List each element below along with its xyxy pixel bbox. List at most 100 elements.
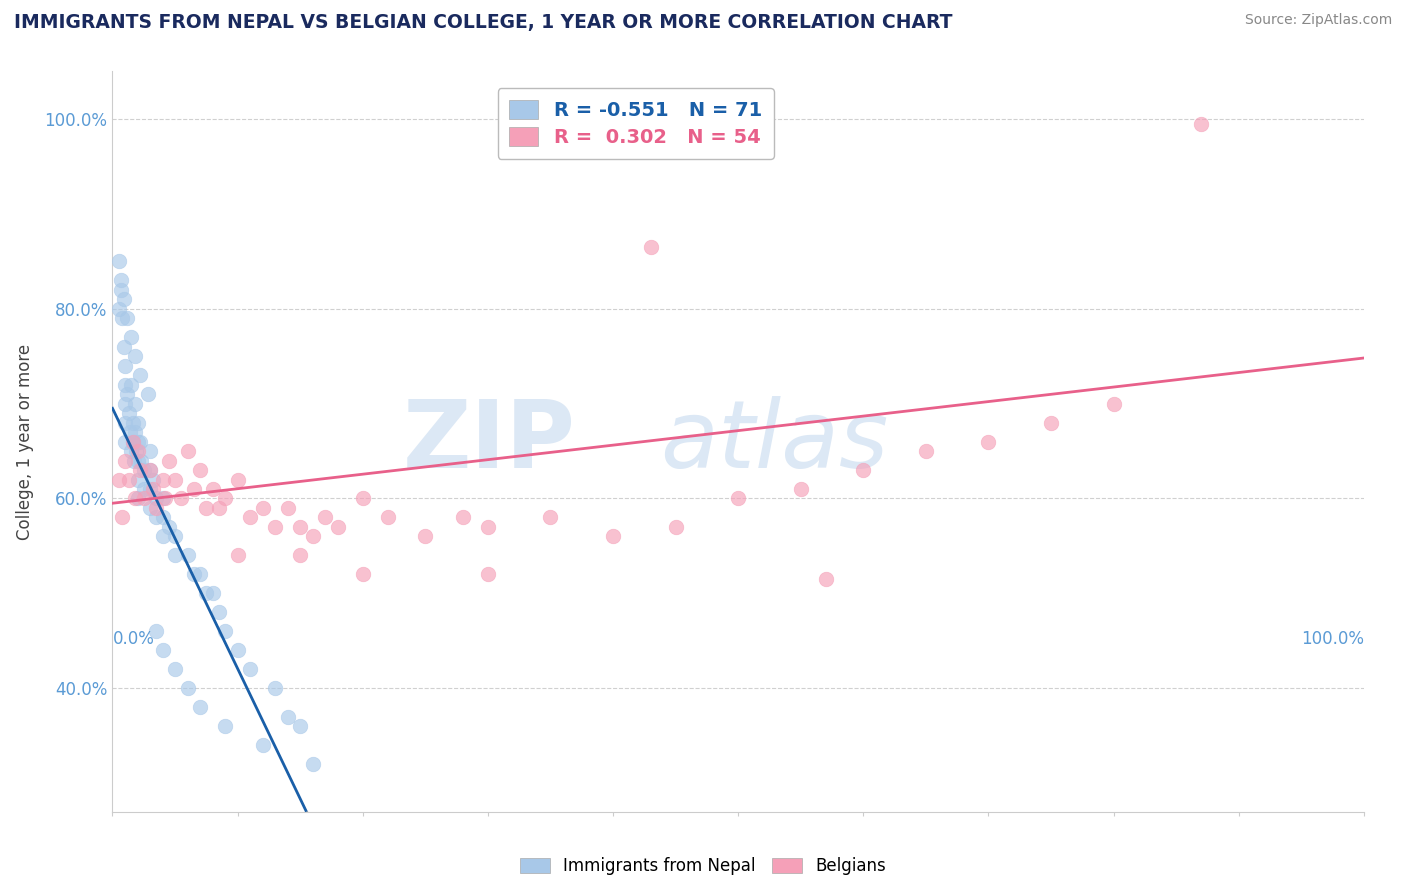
Point (163, 473, 186, 487)
Point (157, 453, 180, 467)
Point (145, 500, 167, 515)
Point (114, 377, 136, 392)
Point (214, 719, 236, 733)
Point (107, 301, 129, 316)
Point (129, 368, 152, 383)
Point (118, 425, 141, 439)
Point (132, 482, 155, 496)
Point (112, 340, 135, 354)
Point (195, 586, 218, 600)
Point (139, 463, 162, 477)
Point (120, 330, 142, 344)
Point (118, 406, 141, 420)
Point (152, 643, 174, 657)
Point (132, 491, 155, 506)
Point (139, 482, 162, 496)
Point (477, 567, 499, 582)
Y-axis label: College, 1 year or more: College, 1 year or more (15, 343, 34, 540)
Point (152, 491, 174, 506)
Point (252, 739, 274, 753)
Point (127, 491, 149, 506)
Point (157, 520, 180, 534)
Point (163, 662, 186, 676)
Point (188, 463, 211, 477)
Point (852, 463, 875, 477)
Point (132, 463, 155, 477)
Point (120, 377, 142, 392)
Point (112, 292, 135, 306)
Point (214, 491, 236, 506)
Point (121, 434, 143, 449)
Point (176, 444, 198, 458)
Point (121, 416, 143, 430)
Point (239, 662, 262, 676)
Point (107, 254, 129, 268)
Point (111, 311, 134, 326)
Point (152, 529, 174, 543)
Point (183, 482, 205, 496)
Point (111, 510, 134, 524)
Point (264, 681, 287, 696)
Point (352, 567, 374, 582)
Point (127, 444, 149, 458)
Text: ZIP: ZIP (402, 395, 575, 488)
Point (139, 463, 162, 477)
Point (114, 359, 136, 373)
Point (139, 444, 162, 458)
Point (201, 586, 224, 600)
Point (277, 710, 299, 724)
Point (129, 434, 152, 449)
Point (226, 549, 249, 563)
Point (290, 520, 312, 534)
Text: atlas: atlas (659, 396, 889, 487)
Point (977, 434, 1000, 449)
Point (451, 510, 474, 524)
Point (163, 549, 186, 563)
Point (301, 757, 323, 772)
Point (640, 240, 662, 254)
Point (188, 567, 211, 582)
Text: 0.0%: 0.0% (112, 631, 155, 648)
Point (110, 273, 132, 287)
Point (1189, 117, 1212, 131)
Point (290, 719, 312, 733)
Point (477, 520, 499, 534)
Point (264, 520, 287, 534)
Point (118, 473, 141, 487)
Point (141, 482, 163, 496)
Point (129, 453, 152, 467)
Point (208, 606, 231, 620)
Point (314, 510, 336, 524)
Point (195, 500, 218, 515)
Point (252, 500, 274, 515)
Point (141, 473, 163, 487)
Point (125, 444, 148, 458)
Point (377, 510, 399, 524)
Point (110, 283, 132, 297)
Point (226, 643, 249, 657)
Point (122, 453, 145, 467)
Point (152, 510, 174, 524)
Point (239, 510, 262, 524)
Point (114, 396, 136, 410)
Point (1039, 416, 1063, 430)
Point (127, 416, 149, 430)
Point (188, 700, 211, 714)
Point (290, 549, 312, 563)
Point (301, 529, 323, 543)
Point (201, 482, 224, 496)
Point (1102, 396, 1125, 410)
Point (114, 434, 136, 449)
Point (145, 510, 167, 524)
Point (176, 549, 198, 563)
Point (727, 491, 749, 506)
Point (326, 520, 349, 534)
Point (176, 681, 198, 696)
Point (124, 349, 146, 363)
Point (664, 520, 686, 534)
Point (352, 491, 374, 506)
Point (114, 453, 136, 467)
Point (145, 491, 167, 506)
Point (124, 396, 146, 410)
Point (413, 529, 436, 543)
